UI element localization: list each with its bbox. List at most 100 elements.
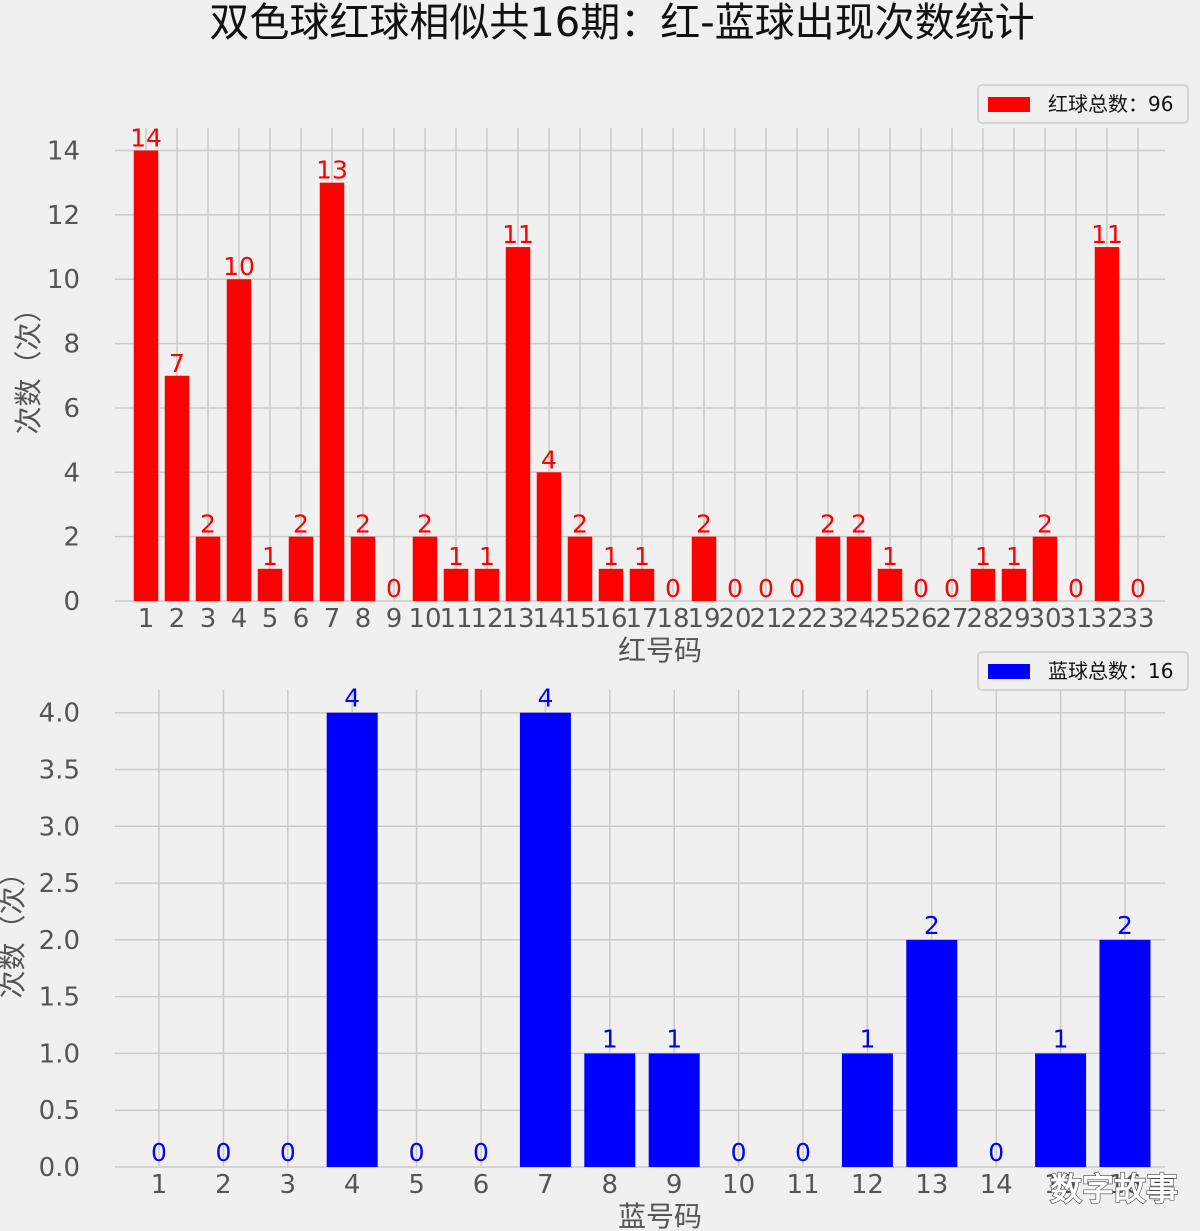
- x-tick-label: 31: [1059, 604, 1092, 634]
- legend-box: [977, 651, 1189, 691]
- x-tick-label: 16: [594, 604, 627, 634]
- x-tick-label: 7: [537, 1170, 554, 1200]
- data-label: 0: [789, 574, 805, 603]
- bar: [288, 536, 314, 601]
- x-tick-label: 9: [386, 604, 403, 634]
- data-label: 1: [859, 1024, 875, 1053]
- x-tick-label: 13: [501, 604, 534, 634]
- x-tick-label: 5: [408, 1170, 425, 1200]
- x-tick-label: 23: [811, 604, 844, 634]
- bar: [133, 150, 159, 601]
- x-axis-label: 红号码: [618, 634, 702, 667]
- x-tick-label: 10: [408, 604, 441, 634]
- data-label: 2: [1117, 911, 1133, 940]
- data-label: 1: [666, 1024, 682, 1053]
- data-label: 2: [820, 510, 836, 539]
- y-tick-label: 0: [63, 587, 80, 617]
- x-tick-label: 15: [563, 604, 596, 634]
- x-tick-label: 25: [873, 604, 906, 634]
- data-label: 14: [130, 124, 162, 153]
- x-tick-label: 32: [1090, 604, 1123, 634]
- y-tick-label: 6: [63, 394, 80, 424]
- legend-label: 蓝球总数：16: [1048, 659, 1173, 683]
- x-tick-label: 17: [625, 604, 658, 634]
- bar: [815, 536, 841, 601]
- x-tick-label: 18: [656, 604, 689, 634]
- data-label: 1: [882, 542, 898, 571]
- data-label: 0: [913, 574, 929, 603]
- y-tick-label: 3.5: [39, 756, 80, 786]
- bar: [877, 568, 903, 601]
- bar: [519, 712, 571, 1167]
- bar: [1099, 939, 1151, 1167]
- bar: [326, 712, 378, 1167]
- data-label: 0: [731, 1138, 747, 1167]
- x-tick-label: 12: [470, 604, 503, 634]
- data-label: 7: [169, 349, 185, 378]
- data-label: 4: [344, 684, 360, 713]
- bar: [648, 1053, 700, 1167]
- x-tick-label: 29: [997, 604, 1030, 634]
- y-axis-label: 次数（次）: [0, 858, 29, 998]
- x-tick-label: 6: [293, 604, 310, 634]
- bar: [906, 939, 958, 1167]
- x-tick-label: 19: [687, 604, 720, 634]
- y-tick-label: 0.5: [39, 1096, 80, 1126]
- data-label: 1: [448, 542, 464, 571]
- legend-label: 红球总数：96: [1048, 92, 1173, 116]
- x-tick-label: 9: [666, 1170, 683, 1200]
- y-tick-label: 12: [47, 201, 80, 231]
- bar: [257, 568, 283, 601]
- x-tick-label: 5: [262, 604, 279, 634]
- data-label: 2: [924, 911, 940, 940]
- data-label: 2: [1037, 510, 1053, 539]
- x-tick-label: 26: [904, 604, 937, 634]
- y-tick-label: 3.0: [39, 812, 80, 842]
- bar: [1035, 1053, 1087, 1167]
- x-tick-label: 7: [324, 604, 341, 634]
- x-tick-label: 27: [935, 604, 968, 634]
- y-tick-label: 1.5: [39, 983, 80, 1013]
- x-tick-label: 4: [231, 604, 248, 634]
- bar: [841, 1053, 893, 1167]
- data-label: 0: [795, 1138, 811, 1167]
- bar: [1001, 568, 1027, 601]
- bar: [536, 472, 562, 601]
- bar: [195, 536, 221, 601]
- y-tick-label: 10: [47, 265, 80, 295]
- data-label: 1: [603, 542, 619, 571]
- blue-chart: 0.00.51.01.52.02.53.03.54.00102034405064…: [0, 651, 1189, 1231]
- x-tick-label: 24: [842, 604, 875, 634]
- data-label: 0: [988, 1138, 1004, 1167]
- x-tick-label: 4: [344, 1170, 361, 1200]
- y-tick-label: 4.0: [39, 699, 80, 729]
- y-tick-label: 2.0: [39, 926, 80, 956]
- bar: [598, 568, 624, 601]
- chart-title: 双色球红球相似共16期：红-蓝球出现次数统计: [209, 0, 1034, 46]
- data-label: 0: [386, 574, 402, 603]
- data-label: 10: [223, 252, 255, 281]
- data-label: 0: [473, 1138, 489, 1167]
- data-label: 1: [479, 542, 495, 571]
- y-tick-label: 14: [47, 137, 80, 167]
- data-label: 0: [280, 1138, 296, 1167]
- bar: [1032, 536, 1058, 601]
- data-label: 2: [417, 510, 433, 539]
- data-label: 0: [727, 574, 743, 603]
- data-label: 2: [851, 510, 867, 539]
- bar: [226, 279, 252, 601]
- x-tick-label: 20: [718, 604, 751, 634]
- x-tick-label: 11: [439, 604, 472, 634]
- bar: [1094, 247, 1120, 601]
- x-tick-label: 15: [1044, 1170, 1077, 1200]
- bar: [474, 568, 500, 601]
- legend-box: [977, 84, 1189, 124]
- data-label: 1: [975, 542, 991, 571]
- x-tick-label: 8: [602, 1170, 619, 1200]
- bar: [443, 568, 469, 601]
- y-tick-label: 4: [63, 458, 80, 488]
- bar: [970, 568, 996, 601]
